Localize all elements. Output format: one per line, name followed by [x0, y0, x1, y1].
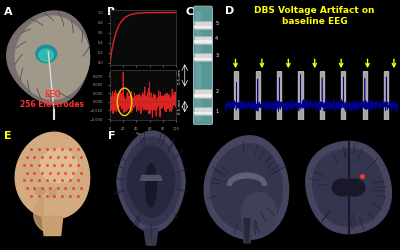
Bar [194, 58, 212, 60]
Polygon shape [36, 46, 56, 62]
FancyBboxPatch shape [194, 6, 212, 125]
Bar [362, 71, 367, 120]
Bar [194, 90, 212, 98]
Bar [194, 21, 212, 30]
Polygon shape [35, 188, 45, 195]
Bar [194, 94, 212, 97]
Bar [194, 26, 212, 28]
Polygon shape [127, 146, 175, 217]
Bar [256, 71, 260, 120]
Text: F: F [108, 131, 115, 141]
Text: 5: 5 [215, 21, 218, 26]
Polygon shape [211, 144, 282, 232]
Text: 3: 3 [215, 53, 218, 58]
X-axis label: Time (μs): Time (μs) [135, 77, 151, 81]
Text: 0.5 mm: 0.5 mm [178, 99, 182, 114]
Bar [341, 71, 346, 120]
Polygon shape [196, 11, 200, 120]
Bar [194, 53, 212, 61]
Polygon shape [39, 49, 54, 61]
Polygon shape [34, 197, 43, 230]
Text: DBS Voltage Artifact on
baseline EEG: DBS Voltage Artifact on baseline EEG [254, 6, 375, 25]
Polygon shape [204, 136, 288, 239]
Text: 0.5 mm: 0.5 mm [178, 68, 182, 84]
Polygon shape [244, 219, 250, 243]
Bar [298, 71, 303, 120]
Bar [320, 71, 324, 120]
Polygon shape [15, 132, 90, 219]
Text: A: A [4, 8, 12, 18]
Polygon shape [227, 173, 267, 185]
Bar [194, 36, 212, 44]
Bar [194, 106, 212, 115]
Text: 2: 2 [215, 90, 218, 94]
Bar [277, 71, 281, 120]
Text: B: B [107, 8, 116, 18]
Polygon shape [48, 188, 56, 197]
Polygon shape [121, 137, 181, 226]
Polygon shape [117, 131, 185, 232]
Polygon shape [140, 176, 162, 180]
Polygon shape [306, 142, 391, 234]
Text: EEG
256 Electrodes: EEG 256 Electrodes [20, 90, 84, 109]
Bar [234, 71, 238, 120]
Polygon shape [241, 219, 253, 243]
Bar [384, 71, 388, 120]
Bar [194, 40, 212, 43]
Text: 4: 4 [215, 36, 218, 41]
Text: E: E [4, 131, 12, 141]
X-axis label: Time (μs): Time (μs) [135, 132, 151, 136]
Polygon shape [241, 192, 276, 236]
Text: D: D [225, 6, 234, 16]
Polygon shape [144, 228, 158, 245]
Bar [194, 112, 212, 114]
Polygon shape [146, 164, 156, 207]
Polygon shape [42, 216, 63, 236]
Polygon shape [40, 149, 77, 183]
Polygon shape [332, 179, 353, 196]
Polygon shape [313, 149, 384, 226]
Text: C: C [186, 8, 194, 18]
Polygon shape [15, 16, 90, 99]
Polygon shape [7, 11, 90, 104]
Text: 1: 1 [215, 109, 218, 114]
Polygon shape [344, 179, 365, 196]
